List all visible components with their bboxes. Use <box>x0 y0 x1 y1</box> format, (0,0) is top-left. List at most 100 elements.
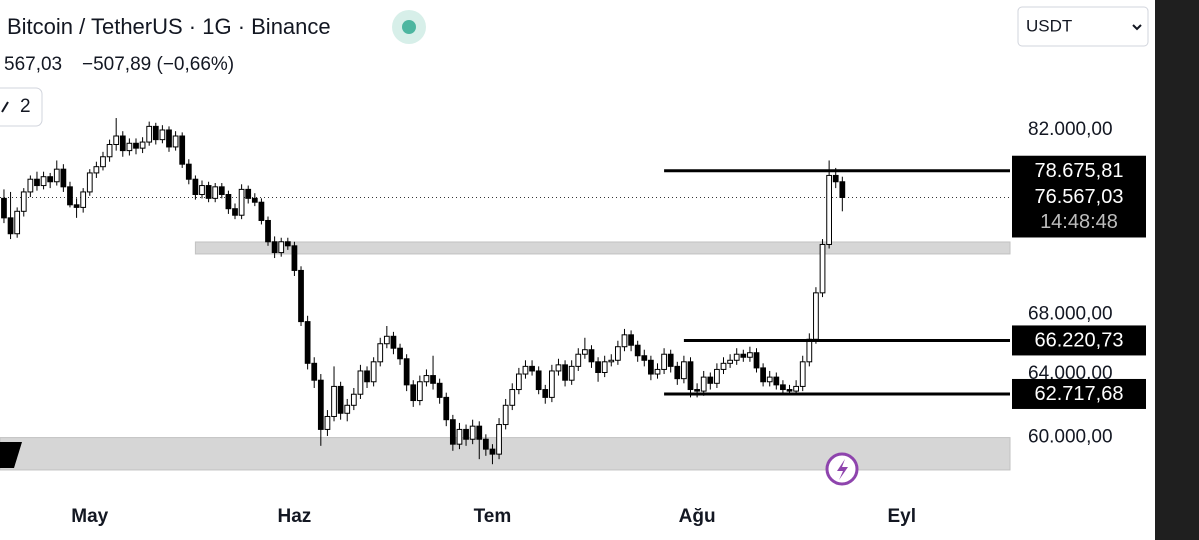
candle-body <box>799 361 806 387</box>
candle-body <box>67 186 73 206</box>
candle-body <box>225 193 232 210</box>
candle-body <box>179 135 186 165</box>
plot-area: 82.000,00 68.000,00 64.000,00 60.000,00 May H… <box>0 118 1113 527</box>
candle-body <box>212 186 219 199</box>
candle-body <box>430 375 436 384</box>
candle-body <box>1 197 7 219</box>
candle-body <box>185 163 192 180</box>
candle-body <box>60 168 67 188</box>
candle-body <box>146 125 153 143</box>
candle-body <box>113 135 120 145</box>
candle-body <box>667 353 674 367</box>
last-price-label: 76.567,03 <box>1035 186 1124 208</box>
candle-body <box>331 385 337 417</box>
candle-body <box>139 141 146 149</box>
x-tick-label: Haz <box>278 506 312 527</box>
candle-body <box>806 338 813 363</box>
candle-body <box>80 191 87 208</box>
candle-body <box>694 389 700 392</box>
candle-body <box>714 368 720 384</box>
candle-body <box>733 353 740 361</box>
candle-body <box>674 365 681 380</box>
candle-body <box>753 352 760 369</box>
candle-body <box>199 185 205 195</box>
candle-body <box>476 425 483 440</box>
candle-body <box>608 359 615 363</box>
level-label: 62.717,68 <box>1035 383 1124 405</box>
candle-body <box>575 353 582 367</box>
y-tick-label: 60.000,00 <box>1028 427 1113 448</box>
candle-body <box>542 389 549 398</box>
logo-fragment <box>0 442 22 468</box>
candle-body <box>377 343 384 363</box>
zone <box>0 437 1011 471</box>
candle-body <box>819 243 826 294</box>
candle-body <box>601 361 608 373</box>
candle-body <box>192 178 199 195</box>
candle-body <box>357 370 364 395</box>
x-tick-label: May <box>71 506 108 527</box>
level-label: 66.220,73 <box>1035 330 1124 352</box>
lightning-icon <box>837 459 848 480</box>
candle-body <box>747 352 753 358</box>
candle-body <box>621 334 628 348</box>
candle-body <box>390 335 397 349</box>
y-tick-label: 64.000,00 <box>1028 363 1113 384</box>
candle-body <box>291 245 298 271</box>
zone <box>194 241 1011 255</box>
candle-body <box>403 358 410 386</box>
candle-body <box>555 364 562 372</box>
candle-body <box>34 178 40 187</box>
candle-body <box>456 428 463 445</box>
candle-body <box>298 269 304 323</box>
candle-body <box>588 349 595 363</box>
candle-body <box>773 376 780 386</box>
candle-body <box>793 385 799 392</box>
candle-body <box>654 368 661 375</box>
candle-body <box>766 376 773 383</box>
candle-body <box>581 349 588 355</box>
indicator-toggle[interactable] <box>0 87 43 127</box>
currency-select[interactable] <box>1017 6 1149 47</box>
candle-body <box>152 125 159 141</box>
candle-body <box>86 172 93 193</box>
candle-body <box>166 129 172 148</box>
candle-body <box>100 156 106 168</box>
candle-body <box>839 181 846 198</box>
candle-body <box>106 143 113 158</box>
candle-body <box>133 142 139 149</box>
candle-body <box>443 396 450 421</box>
candle-body <box>740 353 747 358</box>
candle-body <box>463 428 469 440</box>
candle-body <box>311 362 318 381</box>
candle-body <box>251 197 258 203</box>
y-tick-label: 82.000,00 <box>1028 119 1113 140</box>
candle-body <box>126 142 133 152</box>
candle-body <box>595 361 601 373</box>
candle-body <box>760 367 766 383</box>
candle-body <box>265 219 271 243</box>
candle-body <box>502 404 509 426</box>
candle-body <box>337 385 344 414</box>
candle-body <box>119 135 126 152</box>
candle-body <box>548 370 555 398</box>
candle-body <box>350 393 357 406</box>
candle-body <box>634 344 641 357</box>
candle-body <box>707 376 714 384</box>
candle-body <box>73 204 80 208</box>
level-label-box <box>1012 378 1146 409</box>
candle-body <box>423 375 430 383</box>
candle-body <box>489 448 496 455</box>
level-label: 78.675,81 <box>1035 160 1124 182</box>
candle-body <box>416 381 423 402</box>
candle-body <box>700 376 707 392</box>
candle-body <box>720 362 727 370</box>
candle-body <box>568 365 575 381</box>
candle-body <box>40 176 47 187</box>
candle-body <box>258 201 265 221</box>
candle-body <box>14 210 21 235</box>
y-tick-label: 68.000,00 <box>1028 303 1113 324</box>
side-bar <box>1155 0 1199 540</box>
